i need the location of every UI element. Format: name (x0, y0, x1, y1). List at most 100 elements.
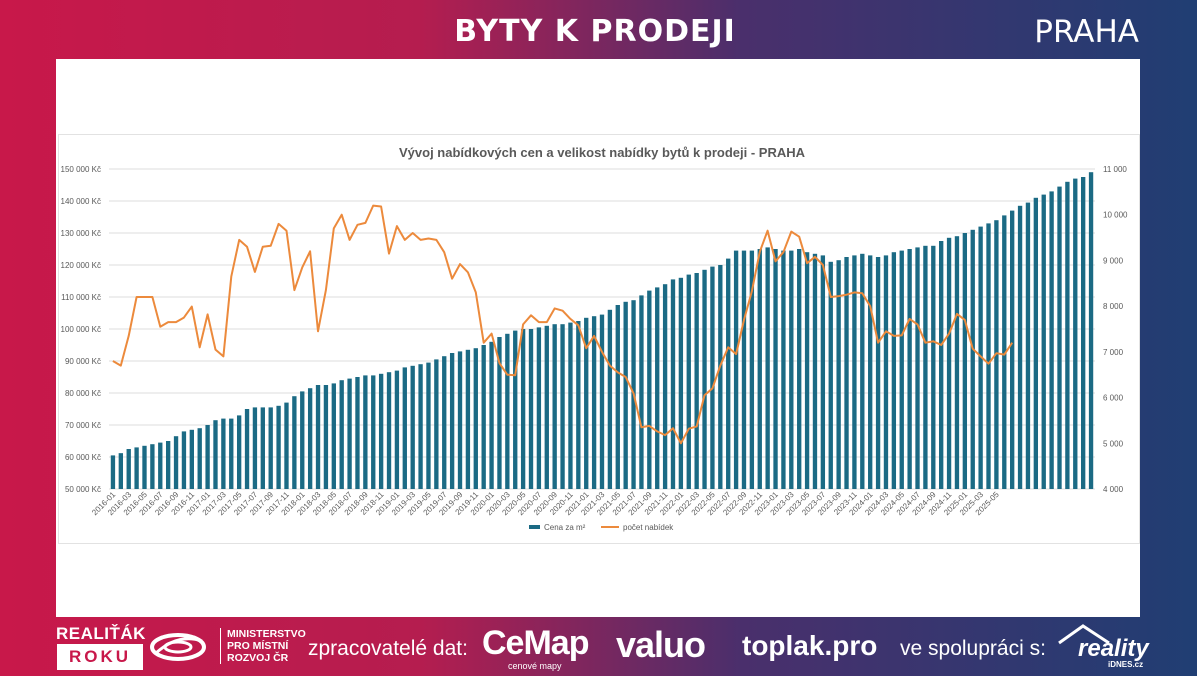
bar (639, 295, 644, 489)
bar (126, 449, 131, 489)
bar (797, 249, 802, 489)
bar (497, 337, 502, 489)
bar (323, 385, 329, 489)
bar (907, 249, 912, 489)
bar (576, 321, 581, 489)
bar (607, 309, 613, 489)
y-right-tick-label: 4 000 (1103, 485, 1124, 494)
bar (307, 388, 313, 489)
bar (946, 237, 952, 489)
bar (457, 351, 463, 489)
bar (828, 261, 833, 489)
y-right-tick-label: 6 000 (1103, 394, 1124, 403)
bar (110, 455, 116, 489)
bar (363, 375, 368, 489)
bar (1049, 191, 1054, 489)
bar (189, 429, 194, 489)
bar (733, 250, 739, 489)
bar (702, 269, 707, 489)
realitak-label: REALIŤÁK (56, 624, 146, 643)
y-right-tick-label: 7 000 (1103, 348, 1124, 357)
bar (686, 274, 691, 489)
bar (694, 273, 699, 489)
bar (284, 402, 289, 489)
bar (528, 329, 534, 489)
legend-label-line: počet nabídek (623, 523, 674, 532)
y-left-tick-label: 110 000 Kč (61, 293, 101, 302)
bar (820, 255, 826, 489)
bar (410, 365, 415, 489)
bar (915, 247, 920, 489)
y-right-tick-label: 10 000 (1103, 211, 1128, 220)
page-title: BYTY K PRODEJI (454, 14, 736, 49)
bar (662, 284, 668, 489)
bar (142, 445, 147, 489)
bar (181, 431, 187, 489)
bar (244, 409, 250, 489)
bar (260, 407, 265, 489)
bar (552, 324, 557, 489)
chart: Vývoj nabídkových cen a velikost nabídky… (61, 145, 1129, 532)
bar (505, 333, 510, 489)
roku-label: ROKU (57, 644, 143, 670)
bar (1065, 181, 1070, 490)
bar (1057, 186, 1062, 489)
ministry-line-2: PRO MÍSTNÍ (227, 640, 289, 652)
bar (418, 364, 423, 489)
bar (449, 353, 455, 489)
bar (1002, 215, 1007, 489)
y-left-tick-label: 90 000 Kč (65, 357, 101, 366)
bar (812, 253, 818, 489)
bar (599, 314, 605, 489)
toplak-logo: toplak.pro (742, 630, 878, 661)
bar (371, 375, 376, 489)
y-right-tick-label: 5 000 (1103, 439, 1124, 448)
bar (1033, 197, 1039, 490)
bar (891, 252, 897, 489)
house-roof-icon (1058, 624, 1110, 645)
bar (804, 252, 810, 489)
bar (923, 245, 928, 489)
bar (252, 407, 258, 489)
bar (134, 447, 139, 489)
bar (875, 257, 881, 489)
bar (765, 247, 770, 489)
cooperation-label: ve spolupráci s: (900, 637, 1046, 660)
bar (1017, 205, 1023, 490)
bar (276, 405, 281, 489)
bar (513, 330, 518, 489)
y-right-tick-label: 11 000 (1103, 165, 1127, 174)
bar (615, 305, 620, 489)
city-label: PRAHA (1034, 14, 1139, 50)
bar (150, 444, 155, 489)
bar (899, 250, 904, 489)
bar (355, 377, 360, 489)
ministry-logo-icon (150, 633, 206, 661)
bar (402, 367, 407, 489)
y-left-tick-label: 120 000 Kč (61, 261, 101, 270)
bar (339, 380, 344, 489)
bar (292, 396, 297, 489)
y-left-tick-label: 70 000 Kč (65, 421, 101, 430)
ministry-line-1: MINISTERSTVO (227, 628, 306, 640)
y-left-tick-label: 60 000 Kč (65, 453, 101, 462)
bar (773, 249, 778, 489)
legend-label-bars: Cena za m² (544, 523, 586, 532)
bar (213, 420, 218, 489)
bar (939, 241, 944, 489)
bar (173, 436, 179, 489)
cemap-logo: CeMap (482, 624, 589, 662)
y-left-tick-label: 150 000 Kč (61, 165, 101, 174)
bar (378, 373, 384, 489)
bar (544, 325, 549, 489)
bar (331, 383, 336, 489)
bar (781, 250, 786, 489)
bar (623, 301, 628, 489)
bar (481, 345, 486, 489)
bar (978, 226, 983, 489)
bar (718, 265, 723, 489)
bar (197, 428, 202, 489)
bar (757, 249, 762, 489)
y-left-tick-label: 100 000 Kč (61, 325, 101, 334)
bar (836, 260, 841, 489)
